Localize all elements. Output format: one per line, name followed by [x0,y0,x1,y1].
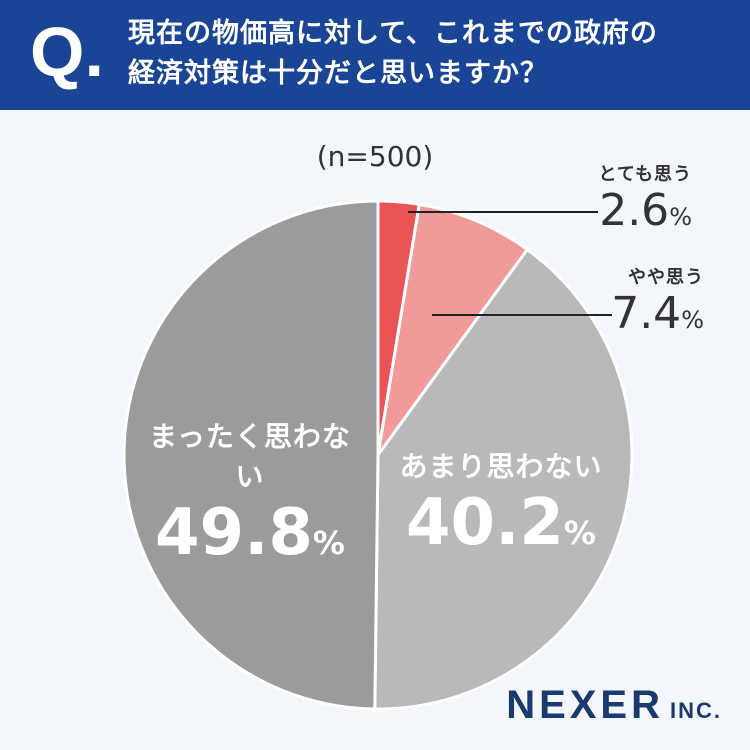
pie-slice-3 [373,247,634,711]
question-text: 現在の物価高に対して、これまでの政府の 経済対策は十分だと思いますか？ [128,18,658,89]
slice-value-2: 7.4% [611,288,704,339]
question-header: Q. 現在の物価高に対して、これまでの政府の 経済対策は十分だと思いますか？ [0,0,750,110]
slice-name-4: まったく思わない [149,420,351,493]
q-mark: Q. [30,13,104,91]
slice-value-1: 2.6% [599,185,692,236]
sample-size-label: (n=500) [316,140,434,173]
pie-slice-2 [376,202,530,456]
pie-chart-area: (n=500) とても思う 2.6% やや思う 7.4% あまり思わない 40.… [0,110,750,750]
slice-name-2: やや思う [628,267,704,288]
slice-name-1: とても思う [598,164,692,185]
pie-slice-4 [122,199,380,711]
brand-logo: NEXER INC. [506,683,722,727]
slice-label-3: あまり思わない 40.2% [396,445,606,571]
pie-chart [122,199,634,711]
slice-label-1: とても思う 2.6% [598,160,692,242]
slice-value-4: 49.8% [155,496,345,570]
slice-label-2: やや思う 7.4% [611,263,704,345]
slice-value-3: 40.2% [406,486,596,560]
slice-label-4: まったく思わない 49.8% [135,415,365,581]
slice-name-3: あまり思わない [399,450,603,483]
